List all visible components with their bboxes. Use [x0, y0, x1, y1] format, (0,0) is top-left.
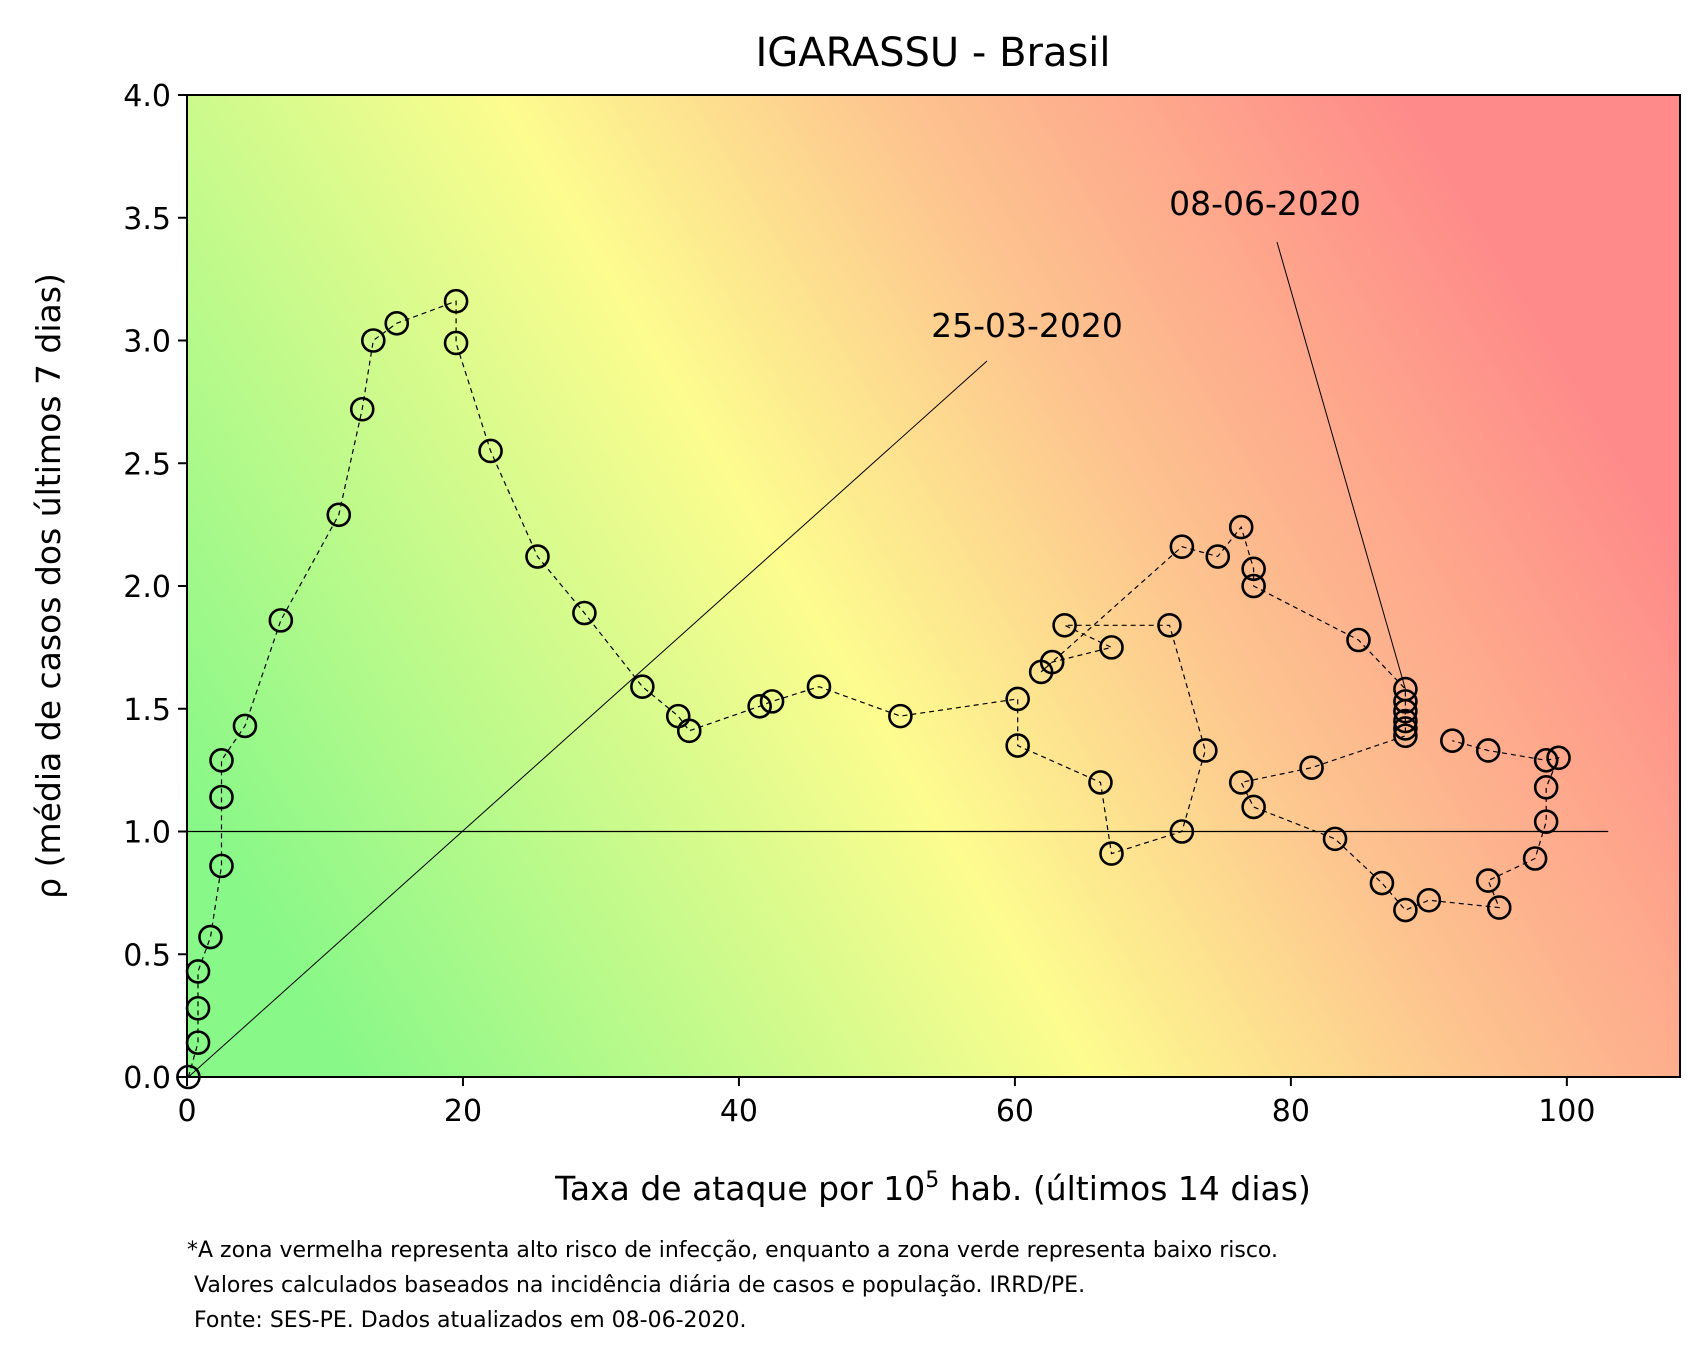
footnote-line-3: Fonte: SES-PE. Dados atualizados em 08-0… — [187, 1308, 747, 1333]
data-point — [1005, 686, 1030, 712]
data-point — [1393, 689, 1418, 714]
data-point — [1241, 573, 1266, 599]
annotation-arrow-start — [188, 360, 988, 1078]
x-axis-label-exponent: 5 — [925, 1168, 939, 1193]
y-tick-label: 0.5 — [123, 938, 171, 973]
data-point — [268, 608, 294, 633]
data-point — [1522, 846, 1548, 871]
data-point — [1546, 745, 1571, 771]
data-layer — [176, 241, 1609, 1090]
data-point — [1533, 809, 1559, 834]
x-tick-label: 80 — [1272, 1094, 1310, 1129]
data-point — [1099, 635, 1124, 660]
plot-background — [187, 95, 1680, 1077]
annotation-arrow-end — [1276, 241, 1406, 690]
data-point — [1052, 612, 1077, 638]
data-point — [1193, 738, 1218, 763]
data-point — [1393, 698, 1418, 724]
y-tick-label: 1.5 — [123, 693, 171, 728]
y-axis-label: ρ (média de casos dos últimos 7 dias) — [29, 273, 68, 899]
y-tick-label: 1.0 — [123, 816, 171, 851]
data-point — [360, 328, 386, 353]
data-point — [630, 674, 655, 699]
data-point — [759, 689, 785, 714]
data-point — [572, 600, 597, 626]
data-point — [326, 502, 352, 528]
data-point — [478, 438, 503, 464]
x-tick-label: 20 — [444, 1094, 482, 1129]
x-tick-label: 60 — [996, 1094, 1034, 1129]
annotation-label-start: 25-03-2020 — [931, 306, 1123, 345]
x-axis-label: Taxa de ataque por 105 hab. (últimos 14 … — [554, 1168, 1311, 1208]
data-point — [676, 718, 702, 744]
data-point — [198, 924, 223, 950]
data-point — [209, 748, 234, 773]
data-point — [1416, 887, 1442, 913]
data-point — [1205, 544, 1231, 569]
data-point — [1533, 748, 1559, 773]
y-tick-label: 2.0 — [123, 570, 171, 605]
data-point — [1322, 826, 1348, 852]
data-point — [1486, 895, 1512, 920]
data-point — [1299, 755, 1324, 780]
data-point — [1241, 794, 1266, 820]
data-point — [1346, 627, 1371, 653]
data-point — [747, 693, 772, 719]
data-point — [1393, 723, 1418, 749]
footnote-line-1: *A zona vermelha representa alto risco d… — [187, 1238, 1278, 1263]
data-point — [1028, 659, 1054, 685]
data-point — [1440, 728, 1465, 753]
x-tick-label: 100 — [1538, 1094, 1595, 1129]
data-point — [384, 311, 410, 336]
data-point — [1169, 534, 1195, 560]
y-tick-label: 3.5 — [123, 202, 171, 237]
data-point — [1099, 841, 1124, 866]
data-point — [1475, 868, 1501, 893]
data-point — [1157, 612, 1182, 638]
data-point — [1369, 870, 1395, 896]
x-tick-label: 40 — [720, 1094, 758, 1129]
y-tick-label: 0.0 — [123, 1061, 171, 1096]
data-point — [232, 713, 258, 739]
data-point — [525, 544, 550, 569]
data-point — [443, 330, 469, 356]
data-point — [1228, 514, 1254, 540]
data-point — [1533, 775, 1559, 800]
data-point — [443, 288, 469, 314]
annotation-label-end: 08-06-2020 — [1169, 184, 1361, 223]
data-point — [349, 396, 375, 422]
data-point — [806, 674, 832, 699]
data-point — [1241, 556, 1266, 582]
data-point — [1228, 770, 1254, 795]
y-tick-label: 3.0 — [123, 325, 171, 360]
footnote-line-2: Valores calculados baseados na incidênci… — [187, 1273, 1085, 1298]
x-tick-label: 0 — [177, 1094, 196, 1129]
y-tick-label: 2.5 — [123, 447, 171, 482]
data-point — [1088, 770, 1113, 795]
data-point — [1393, 897, 1418, 923]
chart-title: IGARASSU - Brasil — [755, 30, 1110, 76]
data-point — [1393, 708, 1418, 734]
data-point — [1005, 733, 1030, 758]
data-point — [1169, 819, 1195, 844]
data-point — [888, 703, 913, 729]
tick-layer: 0 20 40 60 80 100 0.0 0.5 1.0 1.5 2.0 2.5 3.0 3.5 4.0 — [123, 79, 1595, 1129]
data-point — [209, 784, 234, 810]
data-point — [209, 853, 234, 879]
y-tick-label: 4.0 — [123, 79, 171, 114]
data-point — [1393, 716, 1418, 741]
data-point — [1475, 738, 1501, 763]
